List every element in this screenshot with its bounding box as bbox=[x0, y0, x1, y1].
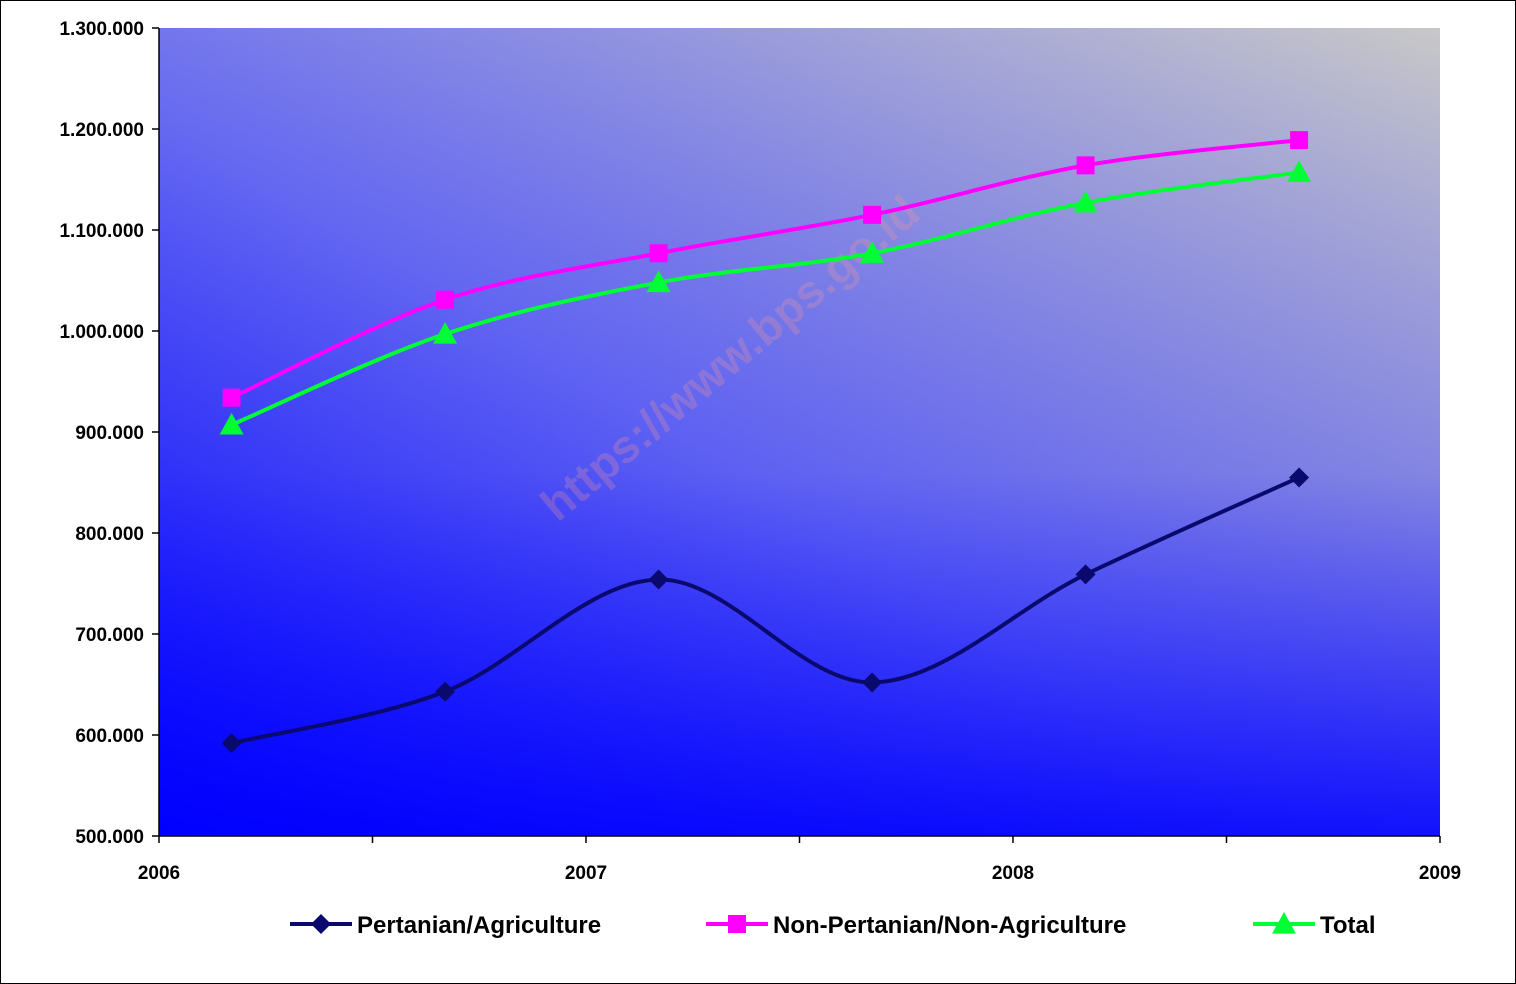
data-point bbox=[1290, 131, 1309, 150]
y-tick-label: 500.000 bbox=[75, 827, 144, 848]
y-tick-label: 1.200.000 bbox=[59, 120, 144, 141]
y-tick-label: 1.100.000 bbox=[59, 221, 144, 242]
data-point bbox=[646, 270, 671, 293]
y-tick-label: 900.000 bbox=[75, 423, 144, 444]
legend-swatch-marker bbox=[1272, 912, 1296, 934]
data-point bbox=[222, 388, 241, 407]
data-point bbox=[1289, 467, 1310, 488]
data-point bbox=[221, 733, 242, 754]
series-2 bbox=[219, 160, 1312, 435]
legend-label: Total bbox=[1320, 912, 1376, 939]
legend: Pertanian/Agriculture Non-Pertanian/Non-A… bbox=[290, 912, 1376, 939]
data-point bbox=[1076, 156, 1095, 175]
x-tick-label: 2008 bbox=[992, 863, 1034, 884]
data-point bbox=[648, 569, 669, 590]
series-line bbox=[230, 138, 1300, 400]
y-tick-label: 1.300.000 bbox=[59, 19, 144, 40]
series-layer bbox=[219, 131, 1312, 754]
y-tick-label: 800.000 bbox=[75, 524, 144, 545]
data-point bbox=[433, 322, 458, 344]
series-line bbox=[230, 170, 1300, 427]
x-tick-label: 2007 bbox=[565, 863, 607, 884]
data-point bbox=[649, 244, 668, 263]
x-tick-label: 2006 bbox=[138, 863, 180, 884]
axes: 500.000 600.000 700.000 800.000 900.000 1.000… bbox=[59, 19, 1461, 884]
data-point bbox=[1287, 160, 1312, 183]
y-tick-label: 700.000 bbox=[75, 625, 144, 646]
data-point bbox=[863, 205, 882, 224]
series-0 bbox=[221, 467, 1310, 754]
data-point bbox=[436, 290, 455, 309]
plot-area-shade bbox=[159, 28, 1440, 836]
series-1 bbox=[222, 131, 1309, 407]
legend-item-0: Pertanian/Agriculture bbox=[290, 912, 601, 939]
data-point bbox=[435, 681, 456, 702]
series-line bbox=[231, 475, 1300, 746]
y-tick-label: 600.000 bbox=[75, 726, 144, 747]
x-tick-label: 2009 bbox=[1419, 863, 1461, 884]
data-point bbox=[219, 412, 244, 435]
legend-item-2: Total bbox=[1253, 912, 1376, 939]
data-point bbox=[860, 241, 885, 263]
legend-swatch-marker bbox=[728, 915, 746, 933]
legend-label: Pertanian/Agriculture bbox=[357, 912, 601, 939]
legend-label: Non-Pertanian/Non-Agriculture bbox=[773, 912, 1126, 939]
data-point bbox=[862, 672, 883, 693]
legend-swatch-marker bbox=[311, 914, 331, 934]
y-tick-label: 1.000.000 bbox=[59, 322, 144, 343]
data-point bbox=[1073, 190, 1098, 213]
data-point bbox=[1075, 564, 1096, 585]
legend-item-1: Non-Pertanian/Non-Agriculture bbox=[706, 912, 1126, 939]
